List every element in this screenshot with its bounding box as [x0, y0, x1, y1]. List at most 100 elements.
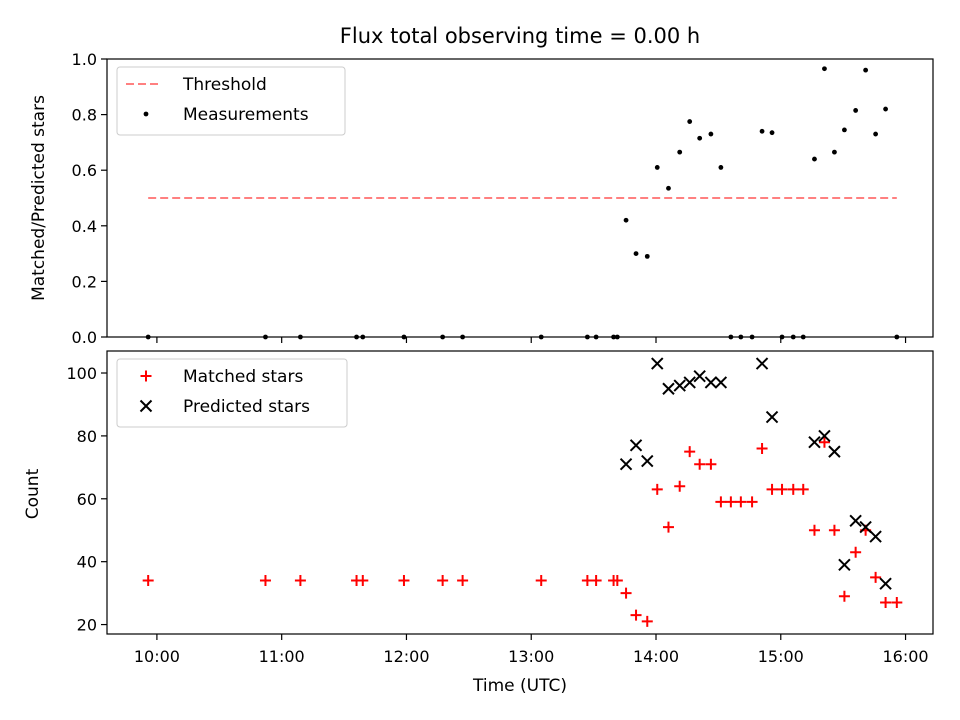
top-y-tick-label: 0.8	[72, 106, 97, 125]
matched-stars-point	[850, 546, 862, 558]
matched-stars-point	[641, 615, 653, 627]
predicted-stars-point	[641, 454, 654, 468]
matched-stars-point	[357, 575, 369, 587]
matched-stars-point	[735, 496, 747, 508]
predicted-stars-point	[869, 530, 882, 543]
measurements-point	[593, 334, 599, 340]
matched-stars-point	[715, 496, 727, 508]
matched-stars-point	[725, 496, 737, 508]
bottom-x-tick-label: 15:00	[758, 647, 804, 666]
measurements-point	[623, 217, 629, 223]
measurements-point	[883, 106, 888, 112]
matched-stars-point	[611, 575, 623, 587]
measurements-point	[873, 131, 879, 137]
measurements-point	[614, 334, 620, 340]
matched-stars-point	[294, 575, 306, 587]
measurements-point	[779, 334, 785, 340]
predicted-stars-point	[629, 439, 643, 452]
bottom-y-tick-label: 60	[77, 490, 97, 509]
legend-threshold-label: Threshold	[182, 75, 267, 95]
matched-stars-point	[630, 609, 642, 621]
matched-stars-point	[818, 436, 830, 448]
matched-stars-point	[828, 524, 840, 536]
matched-stars-point	[694, 458, 706, 470]
matched-stars-point	[870, 571, 882, 583]
measurements-point	[584, 334, 590, 340]
measurements-point	[654, 165, 660, 170]
measurements-point	[145, 334, 151, 340]
matched-stars-point	[142, 575, 154, 587]
measurements-point	[812, 156, 817, 162]
measurements-point	[853, 108, 859, 113]
predicted-stars-point	[683, 376, 696, 389]
measurements-point	[759, 128, 765, 134]
matched-stars-point	[808, 524, 820, 536]
legend-matched-stars-swatch	[140, 370, 152, 382]
predicted-stars-point	[838, 558, 851, 572]
measurements-point	[697, 135, 703, 141]
matched-stars-point	[756, 442, 768, 454]
chart-title: Flux total observing time = 0.00 h	[340, 24, 700, 48]
matched-stars-point	[662, 521, 674, 533]
predicted-stars-point	[651, 357, 664, 370]
bottom-y-tick-label: 40	[77, 553, 97, 572]
top-panel: 0.0 0.2 0.4 0.6 0.8 1.0 Threshold Measurements	[72, 50, 934, 347]
top-legend	[116, 66, 346, 136]
measurements-point	[708, 131, 714, 137]
measurements-point	[738, 334, 744, 340]
matched-stars-point	[746, 496, 758, 508]
measurements-point	[538, 334, 544, 340]
top-y-tick-label: 0.6	[72, 161, 97, 180]
matched-stars-point	[674, 480, 686, 492]
legend-predicted-stars-label: Predicted stars	[183, 397, 310, 417]
measurements-point	[677, 149, 683, 155]
measurements-point	[263, 334, 268, 340]
matched-stars-point	[457, 575, 469, 587]
predicted-stars-point	[693, 369, 706, 383]
bottom-x-tick-label: 14:00	[633, 647, 679, 666]
predicted-stars-point	[619, 457, 633, 471]
measurements-point	[644, 253, 650, 259]
predicted-stars-point	[714, 376, 728, 389]
bottom-y-axis-label: Count	[23, 468, 43, 519]
matched-stars-point	[766, 483, 778, 495]
matched-stars-point	[590, 575, 602, 587]
predicted-stars-point	[849, 514, 862, 528]
top-y-axis-label: Matched/Predicted stars	[29, 95, 49, 301]
predicted-stars-point	[673, 379, 686, 392]
matched-stars-point	[684, 446, 696, 458]
matched-stars-point	[705, 458, 717, 470]
predicted-stars-point	[704, 376, 718, 389]
measurements-point	[863, 67, 869, 73]
measurements-point	[728, 334, 734, 340]
measurements-point	[666, 185, 671, 191]
predicted-stars-point	[859, 520, 872, 534]
predicted-stars-point	[662, 382, 675, 395]
matched-stars-point	[880, 597, 892, 609]
measurements-point	[460, 334, 466, 340]
top-y-tick-label: 0.2	[72, 272, 97, 291]
measurements-point	[894, 334, 900, 340]
matched-stars-point	[838, 590, 850, 602]
measurements-point	[832, 149, 837, 155]
measurements-point	[354, 334, 359, 340]
measurements-point	[440, 334, 446, 340]
bottom-x-tick-label: 13:00	[508, 647, 554, 666]
matched-stars-point	[787, 483, 799, 495]
measurements-point	[611, 334, 616, 340]
predicted-stars-point	[828, 445, 841, 458]
measurements-point	[633, 251, 639, 256]
matched-stars-point	[776, 483, 788, 495]
matched-stars-point	[398, 575, 410, 587]
measurements-point	[800, 334, 806, 340]
legend-measurements-label: Measurements	[183, 105, 309, 125]
top-y-tick-label: 0.0	[72, 328, 97, 347]
bottom-panel: 10:00 11:00 12:00 13:00 14:00 15:00 16:00 20 40 6…	[66, 350, 934, 666]
predicted-stars-point	[818, 429, 831, 443]
matched-stars-point	[259, 575, 271, 587]
predicted-stars-point	[765, 410, 779, 424]
bottom-legend	[116, 358, 348, 428]
matched-stars-point	[797, 483, 809, 495]
bottom-x-tick-label: 12:00	[383, 647, 429, 666]
matched-stars-point	[651, 483, 663, 495]
